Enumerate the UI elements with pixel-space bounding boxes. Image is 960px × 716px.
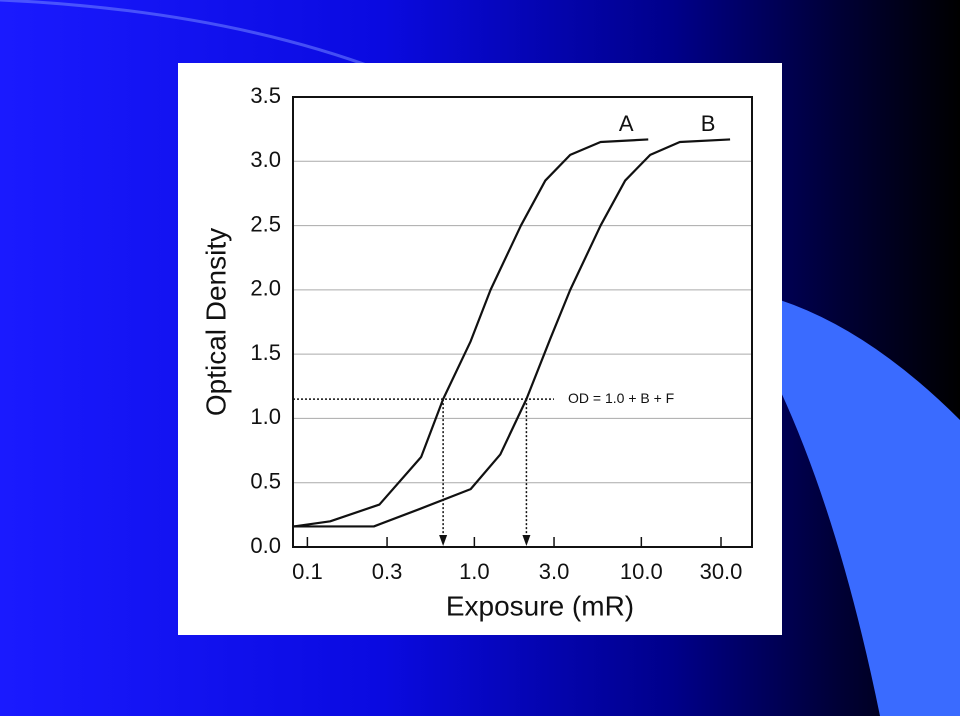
y-tick-label: 1.0 — [250, 404, 281, 429]
decor-arc — [0, 0, 381, 72]
y-tick-label: 2.0 — [250, 276, 281, 301]
x-tick-label: 0.3 — [372, 559, 403, 584]
chart-panel — [178, 63, 782, 635]
annotation-text: OD = 1.0 + B + F — [568, 390, 674, 406]
x-axis-title: Exposure (mR) — [446, 590, 634, 621]
x-tick-label: 30.0 — [700, 559, 743, 584]
annotation-arrowhead — [522, 535, 531, 546]
x-tick-label: 3.0 — [539, 559, 570, 584]
x-tick-label: 0.1 — [292, 559, 323, 584]
y-axis-title: Optical Density — [200, 228, 231, 416]
y-tick-label: 2.5 — [250, 211, 281, 236]
annotation-arrowhead — [439, 535, 448, 546]
y-tick-label: 3.0 — [250, 147, 281, 172]
y-tick-label: 3.5 — [250, 83, 281, 108]
x-tick-label: 1.0 — [459, 559, 490, 584]
series-label: A — [619, 111, 634, 136]
y-tick-label: 1.5 — [250, 340, 281, 365]
y-tick-label: 0.0 — [250, 533, 281, 558]
x-tick-label: 10.0 — [620, 559, 663, 584]
series-line — [293, 138, 731, 528]
plot-frame — [292, 96, 753, 548]
series-label: B — [701, 111, 716, 136]
decor-shape — [780, 300, 960, 716]
series-line — [293, 138, 649, 528]
y-tick-label: 0.5 — [250, 469, 281, 494]
